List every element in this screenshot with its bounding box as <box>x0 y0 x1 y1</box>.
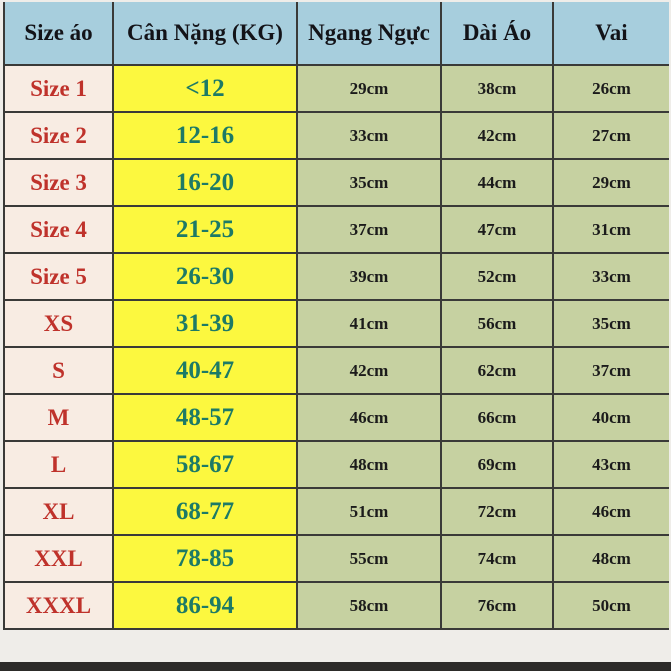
chest-cell: 46cm <box>296 393 442 442</box>
table-body: Size 1 <12 29cm 38cm 26cm Size 2 12-16 33cm 42cm… <box>3 64 669 630</box>
length-cell: 42cm <box>440 111 554 160</box>
length-cell: 47cm <box>440 205 554 254</box>
shoulder-cell: 46cm <box>552 487 669 536</box>
shoulder-cell: 27cm <box>552 111 669 160</box>
table-row: XXXL 86-94 58cm 76cm 50cm <box>3 581 669 630</box>
size-cell: XS <box>3 299 114 348</box>
weight-cell: <12 <box>112 64 298 113</box>
column-header-chest: Ngang Ngực <box>296 2 442 66</box>
shoulder-cell: 40cm <box>552 393 669 442</box>
shoulder-cell: 37cm <box>552 346 669 395</box>
weight-cell: 68-77 <box>112 487 298 536</box>
length-cell: 72cm <box>440 487 554 536</box>
chest-cell: 37cm <box>296 205 442 254</box>
shoulder-cell: 48cm <box>552 534 669 583</box>
size-cell: XL <box>3 487 114 536</box>
weight-cell: 48-57 <box>112 393 298 442</box>
length-cell: 74cm <box>440 534 554 583</box>
length-cell: 56cm <box>440 299 554 348</box>
shoulder-cell: 31cm <box>552 205 669 254</box>
size-cell: Size 2 <box>3 111 114 160</box>
size-cell: M <box>3 393 114 442</box>
size-chart-table: Size áo Cân Nặng (KG) Ngang Ngực Dài Áo … <box>3 2 669 630</box>
weight-cell: 26-30 <box>112 252 298 301</box>
chest-cell: 48cm <box>296 440 442 489</box>
table-row: Size 3 16-20 35cm 44cm 29cm <box>3 158 669 207</box>
column-header-size: Size áo <box>3 2 114 66</box>
table-row: Size 4 21-25 37cm 47cm 31cm <box>3 205 669 254</box>
chest-cell: 58cm <box>296 581 442 630</box>
size-cell: S <box>3 346 114 395</box>
shoulder-cell: 50cm <box>552 581 669 630</box>
size-cell: L <box>3 440 114 489</box>
shoulder-cell: 29cm <box>552 158 669 207</box>
chest-cell: 42cm <box>296 346 442 395</box>
shoulder-cell: 26cm <box>552 64 669 113</box>
length-cell: 52cm <box>440 252 554 301</box>
column-header-length: Dài Áo <box>440 2 554 66</box>
weight-cell: 78-85 <box>112 534 298 583</box>
chest-cell: 35cm <box>296 158 442 207</box>
shoulder-cell: 33cm <box>552 252 669 301</box>
shoulder-cell: 35cm <box>552 299 669 348</box>
shoulder-cell: 43cm <box>552 440 669 489</box>
table-row: XL 68-77 51cm 72cm 46cm <box>3 487 669 536</box>
table-row: M 48-57 46cm 66cm 40cm <box>3 393 669 442</box>
size-cell: XXL <box>3 534 114 583</box>
size-cell: Size 4 <box>3 205 114 254</box>
chest-cell: 33cm <box>296 111 442 160</box>
size-cell: Size 1 <box>3 64 114 113</box>
size-cell: Size 5 <box>3 252 114 301</box>
chest-cell: 55cm <box>296 534 442 583</box>
length-cell: 66cm <box>440 393 554 442</box>
weight-cell: 58-67 <box>112 440 298 489</box>
length-cell: 76cm <box>440 581 554 630</box>
weight-cell: 40-47 <box>112 346 298 395</box>
size-cell: Size 3 <box>3 158 114 207</box>
table-row: S 40-47 42cm 62cm 37cm <box>3 346 669 395</box>
length-cell: 44cm <box>440 158 554 207</box>
bottom-dark-strip <box>0 662 671 671</box>
column-header-shoulder: Vai <box>552 2 669 66</box>
chest-cell: 41cm <box>296 299 442 348</box>
table-row: Size 5 26-30 39cm 52cm 33cm <box>3 252 669 301</box>
weight-cell: 12-16 <box>112 111 298 160</box>
weight-cell: 16-20 <box>112 158 298 207</box>
column-header-weight: Cân Nặng (KG) <box>112 2 298 66</box>
table-row: XS 31-39 41cm 56cm 35cm <box>3 299 669 348</box>
size-cell: XXXL <box>3 581 114 630</box>
table-row: L 58-67 48cm 69cm 43cm <box>3 440 669 489</box>
chest-cell: 29cm <box>296 64 442 113</box>
table-row: Size 2 12-16 33cm 42cm 27cm <box>3 111 669 160</box>
chest-cell: 51cm <box>296 487 442 536</box>
table-row: Size 1 <12 29cm 38cm 26cm <box>3 64 669 113</box>
weight-cell: 86-94 <box>112 581 298 630</box>
length-cell: 62cm <box>440 346 554 395</box>
length-cell: 38cm <box>440 64 554 113</box>
weight-cell: 31-39 <box>112 299 298 348</box>
size-chart-table-wrap: Size áo Cân Nặng (KG) Ngang Ngực Dài Áo … <box>3 2 669 630</box>
table-header-row: Size áo Cân Nặng (KG) Ngang Ngực Dài Áo … <box>3 2 669 66</box>
table-row: XXL 78-85 55cm 74cm 48cm <box>3 534 669 583</box>
weight-cell: 21-25 <box>112 205 298 254</box>
chest-cell: 39cm <box>296 252 442 301</box>
length-cell: 69cm <box>440 440 554 489</box>
